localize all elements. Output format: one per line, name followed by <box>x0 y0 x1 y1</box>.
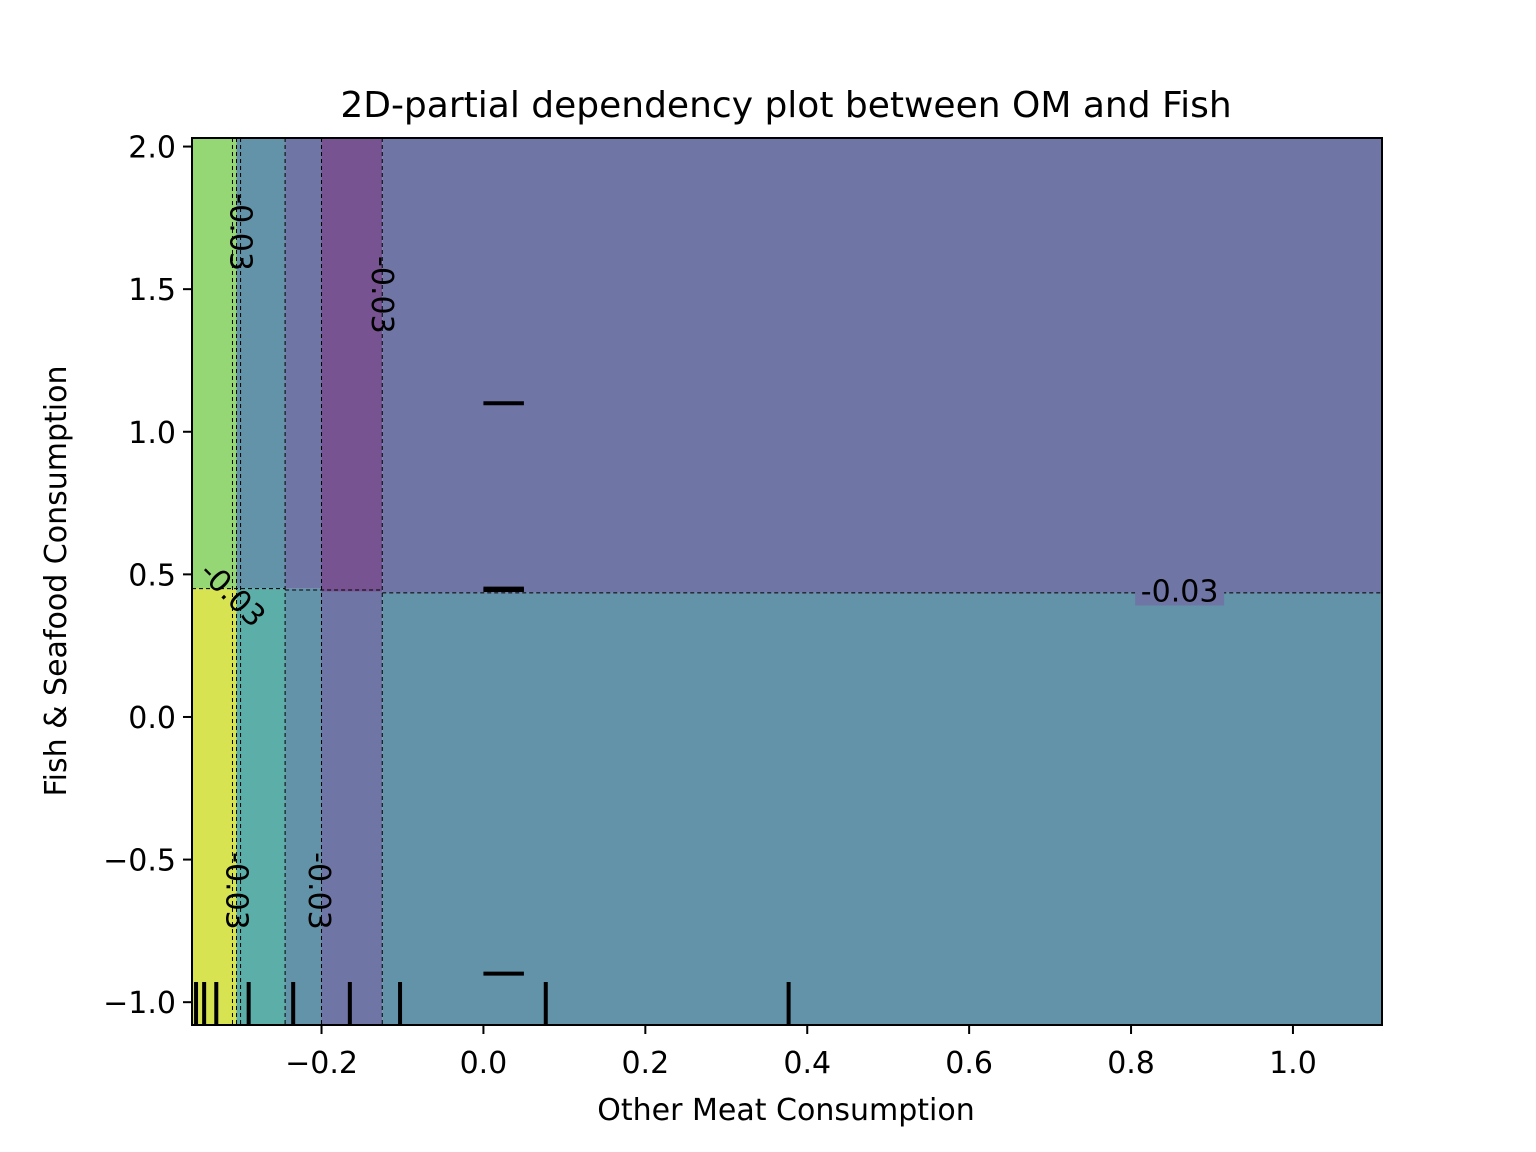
x-tick-label: 0.6 <box>945 1046 993 1081</box>
contour-label-text: -0.03 <box>301 852 336 930</box>
contour-label-4: -0.03 <box>1135 574 1225 609</box>
contour-region-3 <box>236 138 286 589</box>
y-axis-label: Fish & Seafood Consumption <box>39 366 74 797</box>
x-tick-label: 0.2 <box>621 1046 669 1081</box>
contour-label-6: -0.03 <box>301 852 336 930</box>
contour-label-5: -0.03 <box>219 852 254 930</box>
contour-region-8 <box>321 591 383 1025</box>
y-tick-label: 2.0 <box>128 131 176 166</box>
x-tick-label: 0.8 <box>1107 1046 1155 1081</box>
x-tick-label: 0.0 <box>460 1046 508 1081</box>
y-tick-label: −1.0 <box>103 986 176 1021</box>
contour-region-10 <box>382 592 1382 1025</box>
x-tick-label: 0.4 <box>783 1046 831 1081</box>
contour-region-2 <box>192 588 237 1025</box>
contour-label-1: -0.03 <box>223 193 258 271</box>
chart-title: 2D-partial dependency plot between OM an… <box>340 85 1231 126</box>
x-tick-label: 1.0 <box>1269 1046 1317 1081</box>
y-tick-label: 0.5 <box>128 558 176 593</box>
x-axis-label: Other Meat Consumption <box>597 1093 974 1128</box>
contour-label-text: -0.03 <box>364 256 399 334</box>
contour-region-4 <box>236 588 286 1025</box>
contour-region-7 <box>321 138 383 592</box>
y-tick-label: 0.0 <box>128 701 176 736</box>
x-tick-label: −0.2 <box>285 1046 358 1081</box>
contour-label-text: -0.03 <box>219 852 254 930</box>
plot-area: -0.03-0.03-0.03 -0.03-0.03 -0.03 <box>192 138 1382 1025</box>
contour-region-5 <box>285 138 322 589</box>
y-tick-label: −0.5 <box>103 844 176 879</box>
contour-label-2: -0.03 <box>364 256 399 334</box>
y-tick-label: 1.0 <box>128 416 176 451</box>
contour-label-text: -0.03 <box>1141 574 1219 609</box>
axes-frame <box>191 137 1383 1026</box>
y-tick-label: 1.5 <box>128 273 176 308</box>
contour-region-1 <box>192 138 237 589</box>
contour-label-text: -0.03 <box>223 193 258 271</box>
contour-label-backdrop <box>1135 577 1225 606</box>
contour-region-9 <box>382 138 1382 593</box>
axes: −0.2 0.0 0.2 0.4 0.6 0.8 1.0 −1.0 −0.5 0.0 0.5 1.0 1… <box>103 131 1383 1081</box>
contour-region-6 <box>285 588 322 1025</box>
